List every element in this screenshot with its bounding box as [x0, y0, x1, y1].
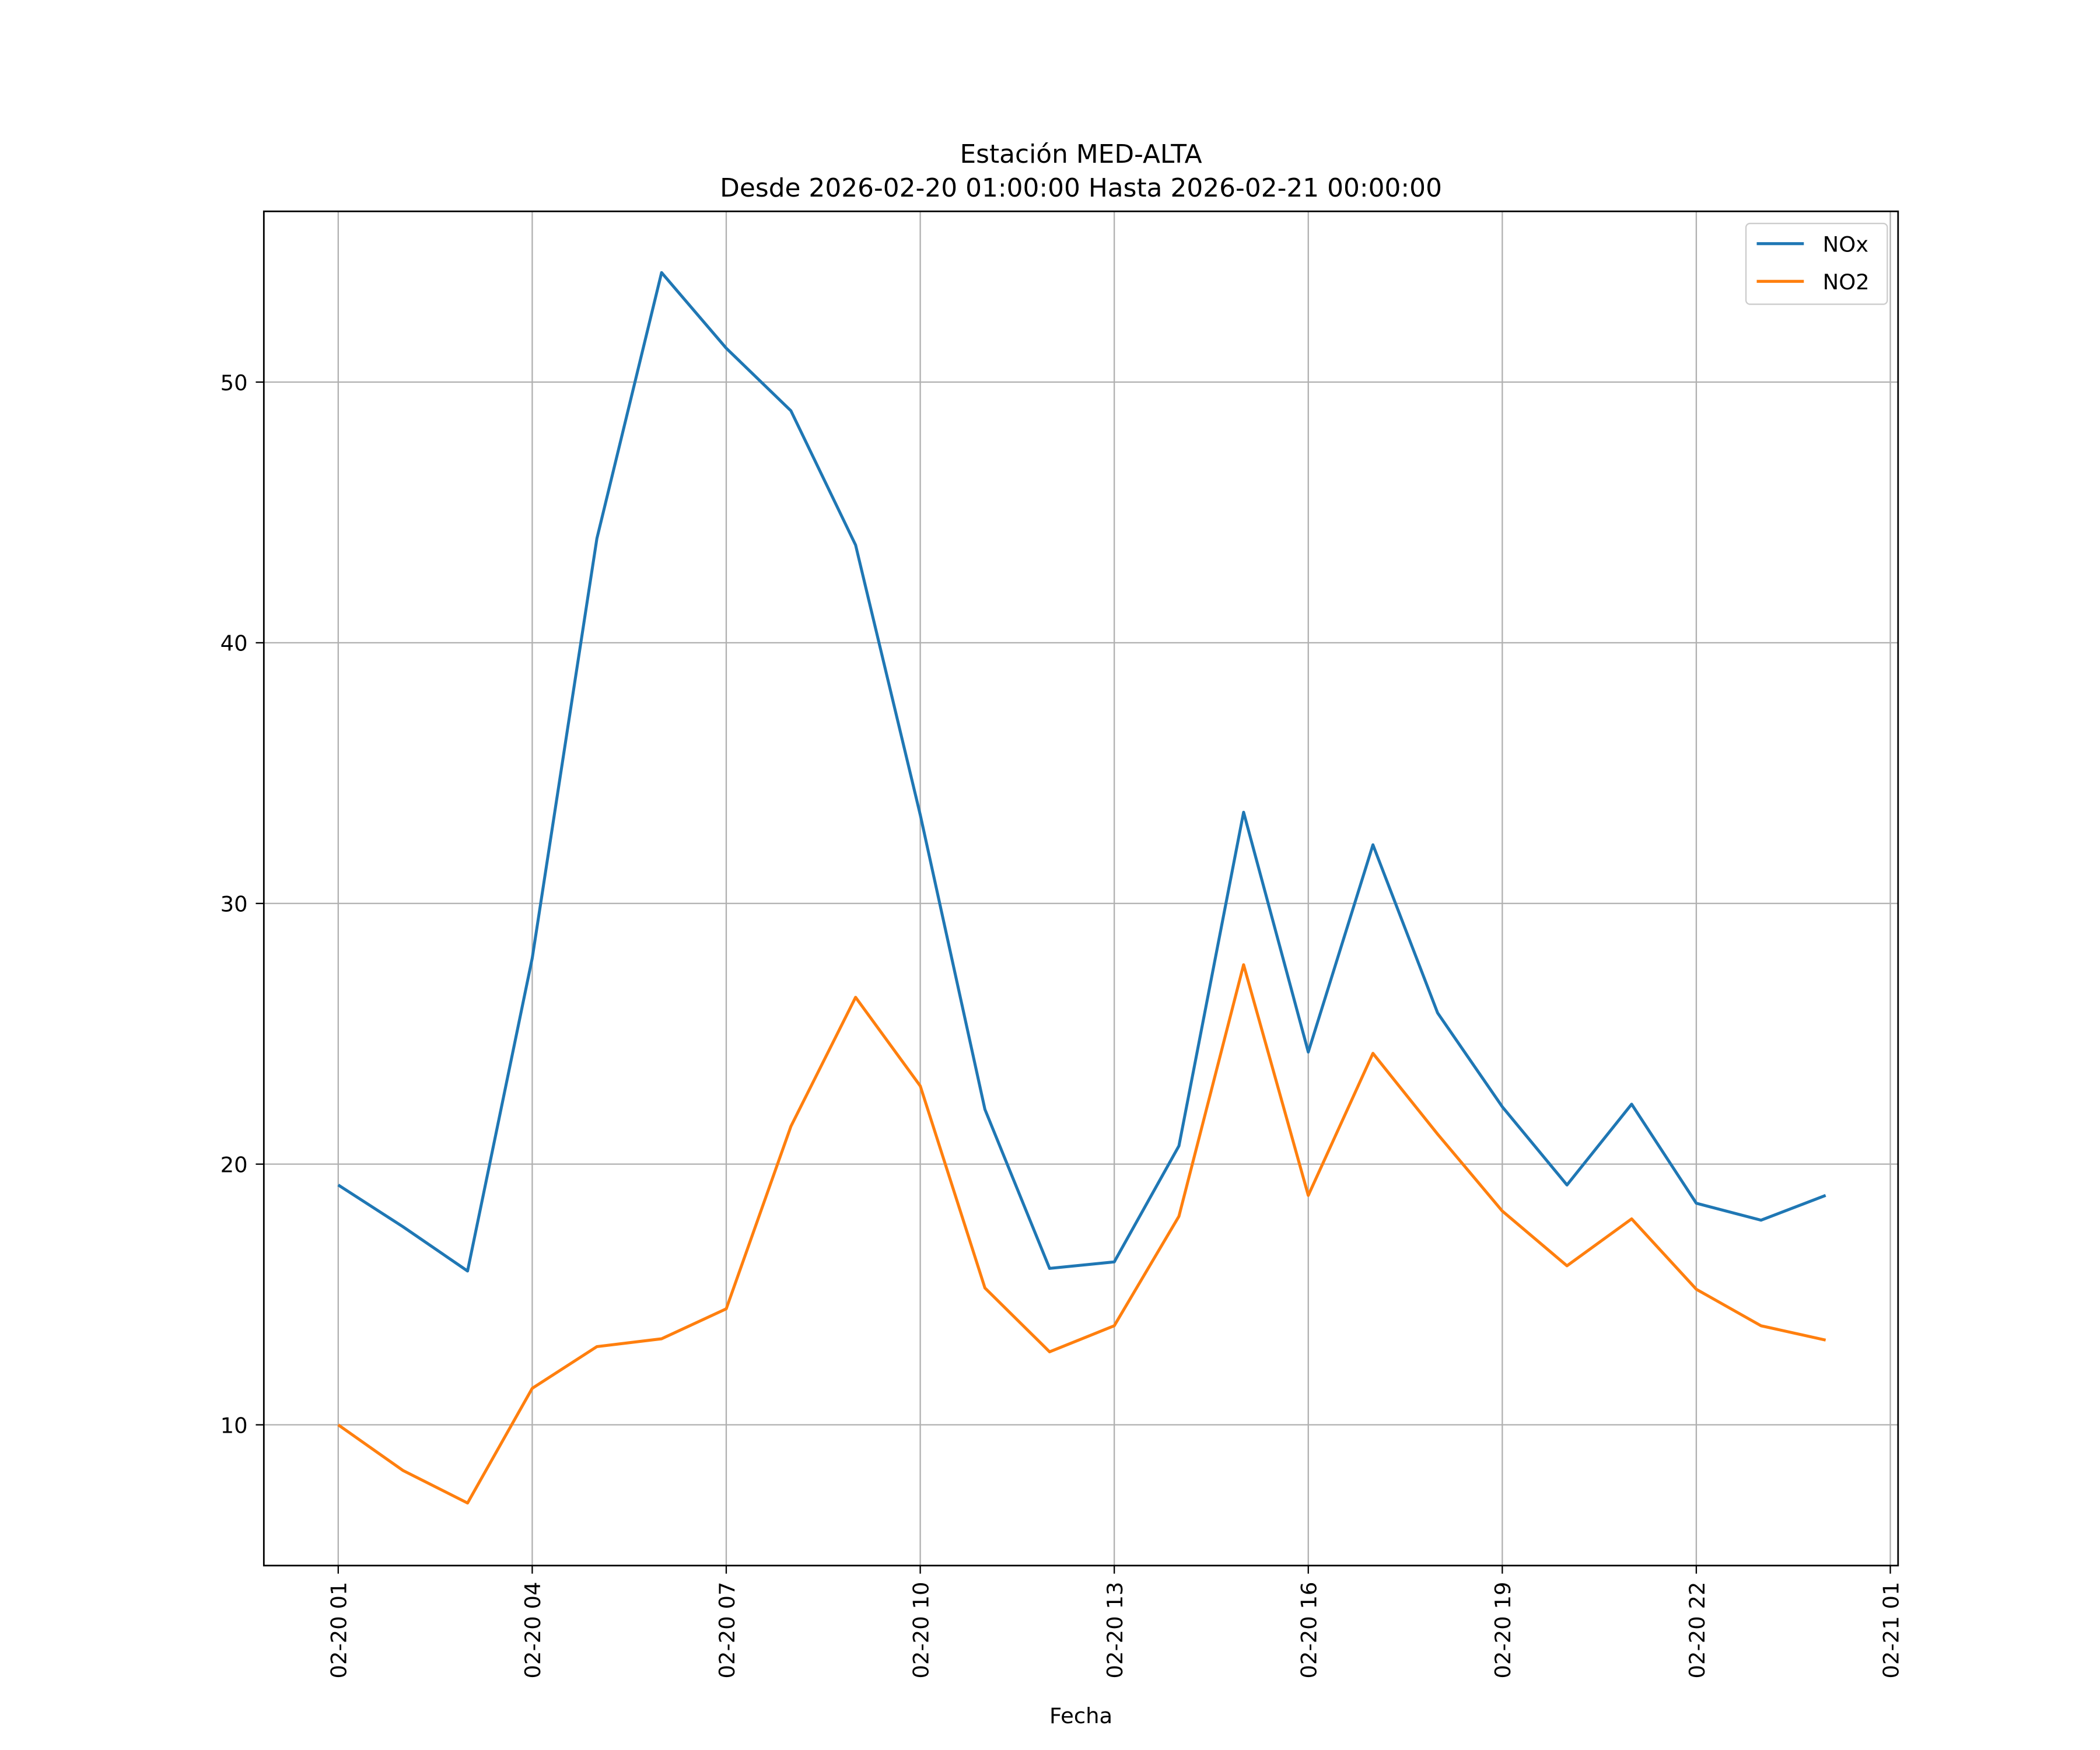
- chart-subtitle: Desde 2026-02-20 01:00:00 Hasta 2026-02-…: [720, 173, 1442, 203]
- x-tick-label: 02-20 10: [908, 1582, 933, 1679]
- legend: NOx NO2: [1745, 222, 1888, 305]
- x-tick-label: 02-20 22: [1685, 1582, 1710, 1679]
- y-tick-label: 50: [220, 370, 248, 396]
- y-tick-label: 20: [220, 1152, 248, 1177]
- series-line-no2: [337, 963, 1826, 1505]
- legend-label-no2: NO2: [1823, 270, 1870, 295]
- x-tick-label: 02-20 13: [1102, 1582, 1128, 1679]
- x-axis-label: Fecha: [1049, 1703, 1112, 1728]
- legend-label-nox: NOx: [1823, 232, 1869, 257]
- y-tick-label: 30: [220, 892, 248, 917]
- y-tick-label: 40: [220, 631, 248, 656]
- series-line-nox: [337, 271, 1826, 1273]
- x-tick-label: 02-20 01: [327, 1582, 352, 1679]
- x-tick-label: 02-21 01: [1878, 1582, 1903, 1679]
- x-tick-label: 02-20 16: [1297, 1582, 1322, 1679]
- x-tick-label: 02-20 07: [715, 1582, 740, 1679]
- chart-title: Estación MED-ALTA: [960, 139, 1202, 169]
- x-tick-label: 02-20 04: [520, 1582, 545, 1679]
- series-lines: [337, 271, 1826, 1505]
- grid: [264, 211, 1898, 1566]
- x-tick-label: 02-20 19: [1490, 1582, 1516, 1679]
- x-axis: 02-20 01 02-20 04 02-20 07 02-20 10 02-20 13…: [327, 1565, 1903, 1679]
- y-tick-label: 10: [220, 1413, 248, 1438]
- plot-frame: [262, 210, 1899, 1567]
- y-axis: 10 20 30 40 50: [220, 370, 264, 1438]
